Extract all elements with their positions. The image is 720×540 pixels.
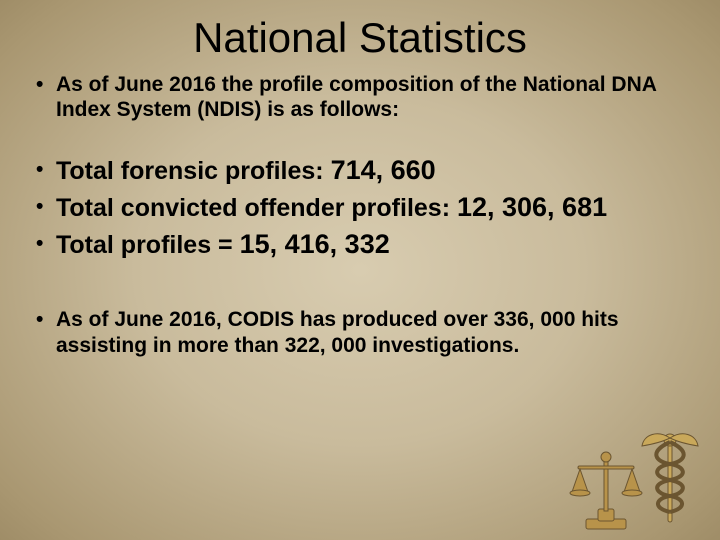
slide-content: As of June 2016 the profile composition … bbox=[0, 62, 720, 359]
stat-total-label: Total profiles = bbox=[56, 231, 240, 259]
slide: National Statistics As of June 2016 the … bbox=[0, 0, 720, 540]
outro-list: As of June 2016, CODIS has produced over… bbox=[30, 307, 690, 360]
stat-total-value: 15, 416, 332 bbox=[240, 229, 390, 259]
stat-offender-value: 12, 306, 681 bbox=[457, 192, 607, 222]
intro-bullet: As of June 2016 the profile composition … bbox=[30, 72, 690, 122]
stats-list: Total forensic profiles: 714, 660 Total … bbox=[30, 152, 690, 262]
intro-list: As of June 2016 the profile composition … bbox=[30, 72, 690, 122]
scales-caduceus-icon bbox=[558, 424, 708, 534]
stat-offender: Total convicted offender profiles: 12, 3… bbox=[30, 189, 690, 226]
stat-forensic-label: Total forensic profiles: bbox=[56, 157, 331, 185]
stat-total: Total profiles = 15, 416, 332 bbox=[30, 226, 690, 263]
slide-title: National Statistics bbox=[0, 0, 720, 62]
stat-forensic: Total forensic profiles: 714, 660 bbox=[30, 152, 690, 189]
outro-bullet: As of June 2016, CODIS has produced over… bbox=[30, 307, 690, 360]
stat-forensic-value: 714, 660 bbox=[331, 155, 436, 185]
stat-offender-label: Total convicted offender profiles: bbox=[56, 194, 457, 222]
